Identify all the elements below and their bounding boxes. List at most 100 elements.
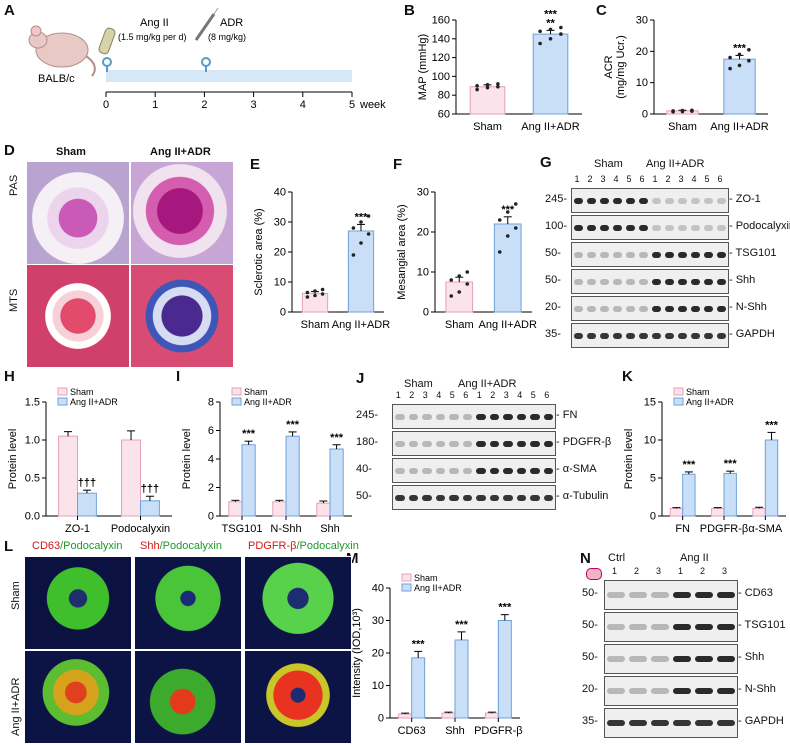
y-tick-label: 100	[432, 71, 450, 83]
blot-band	[704, 251, 713, 258]
blot-band	[717, 624, 735, 630]
blot-band	[422, 440, 432, 447]
blot-strip	[604, 676, 738, 706]
protein-label: - α-SMA	[556, 462, 597, 475]
blot-band	[651, 720, 669, 726]
blot-band	[607, 688, 625, 694]
blot-band	[543, 467, 553, 474]
y-axis-label: Intensity (IOD,10³)	[351, 608, 363, 698]
data-point	[548, 37, 553, 41]
y-tick-label: 140	[432, 33, 450, 45]
blot-strip	[392, 431, 556, 456]
lane-number: 1	[476, 390, 482, 400]
protein-label: - TSG101	[738, 619, 786, 631]
pin-icon	[102, 57, 112, 72]
micrograph-mts-treat	[130, 264, 234, 368]
x-tick-label: PDGFR-β	[700, 523, 749, 535]
lane-number: 5	[704, 174, 710, 184]
blot-band	[600, 197, 609, 204]
panel-label-g: G	[540, 154, 552, 171]
blot-band	[600, 332, 609, 339]
blot-band	[639, 224, 648, 231]
significance-marker: ***	[412, 638, 426, 650]
y-tick-label: 0	[378, 713, 384, 725]
blot-band	[704, 332, 713, 339]
lane-number: 2	[634, 566, 640, 576]
timeline-tick-label: 0	[103, 99, 109, 111]
x-tick-label: Ang II+ADR	[332, 319, 390, 331]
data-point	[671, 109, 675, 113]
bar	[532, 33, 569, 115]
micrograph-pas-treat	[130, 161, 234, 265]
timeline-tick-label: 4	[300, 99, 306, 111]
significance-marker: ***	[355, 211, 369, 223]
data-point	[313, 289, 317, 293]
micrograph-pas-sham	[26, 161, 130, 265]
legend-label: Sham	[686, 387, 710, 397]
blot-band	[503, 413, 513, 420]
y-tick-label: 40	[372, 583, 384, 595]
y-tick-label: 4	[208, 454, 214, 466]
blot-band	[489, 413, 499, 420]
data-point	[305, 295, 310, 299]
protein-label: - GAPDH	[729, 327, 775, 340]
timeline-tick-label: 2	[201, 99, 207, 111]
blot-band	[462, 494, 472, 501]
significance-marker: ***	[242, 428, 256, 440]
blot-band	[626, 197, 635, 204]
lane-number: 3	[600, 174, 606, 184]
significance-marker: **	[546, 17, 555, 29]
significance-marker: ***	[286, 419, 300, 431]
bar	[140, 500, 160, 517]
data-point	[680, 108, 685, 113]
blot-band	[639, 305, 648, 312]
blot-band	[476, 440, 486, 447]
molecular-weight: 50-	[545, 246, 561, 259]
blot-band	[435, 494, 445, 501]
data-point	[505, 210, 510, 214]
y-tick-label: 120	[432, 52, 450, 64]
blot-band	[587, 251, 596, 258]
blot-band	[717, 224, 726, 231]
bar	[711, 507, 725, 517]
legend-label: Ang II+ADR	[414, 583, 462, 593]
blot-band	[691, 251, 700, 258]
molecular-weight: 245-	[545, 192, 568, 205]
drug2-label: ADR	[220, 17, 243, 29]
x-tick-label: Sham	[473, 121, 502, 133]
data-point	[497, 218, 502, 222]
lane-number: 3	[678, 174, 684, 184]
lane-number: 5	[449, 390, 455, 400]
blot-band	[503, 494, 513, 501]
blot-band	[543, 494, 553, 501]
blot-strip	[571, 215, 729, 240]
significance-marker: ***	[724, 458, 738, 470]
lane-number: 1	[574, 174, 580, 184]
y-tick-label: 5	[650, 473, 656, 485]
data-point	[496, 82, 500, 86]
blot-band	[395, 467, 405, 474]
molecular-weight: 50-	[582, 651, 598, 663]
x-tick-label: N-Shh	[270, 523, 301, 535]
blot-band	[587, 197, 596, 204]
data-point	[475, 87, 479, 92]
data-point	[538, 29, 542, 34]
blot-band	[530, 440, 540, 447]
blot-band	[704, 278, 713, 285]
blot-band	[626, 278, 635, 285]
pin-icon	[201, 57, 211, 72]
data-point	[475, 84, 479, 88]
data-point	[313, 293, 317, 298]
chart-m: 0 10 20 30 40 Intensity (IOD,10³) *** CD63 *** Sh…	[351, 573, 523, 737]
blot-band	[639, 332, 648, 339]
y-axis-label: Protein level	[623, 429, 635, 490]
blot-band	[717, 688, 735, 694]
blot-band	[626, 251, 635, 258]
lane-number: 3	[503, 390, 509, 400]
blot-strip	[571, 242, 729, 267]
blot-band	[678, 224, 687, 231]
blot-band	[613, 197, 622, 204]
molecular-weight: 35-	[545, 327, 561, 340]
panel-label-h: H	[4, 368, 15, 385]
